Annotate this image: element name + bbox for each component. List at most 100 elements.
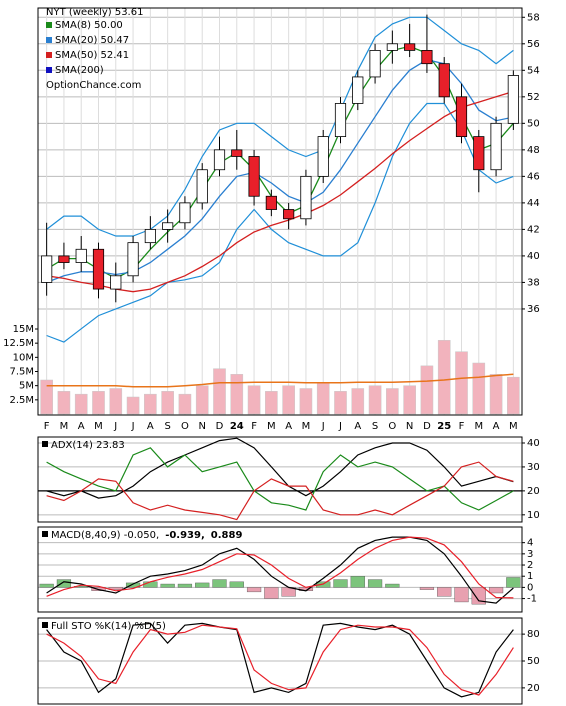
volume-bar: [109, 388, 123, 415]
candle-body: [369, 50, 381, 78]
x-tick-label: N: [198, 421, 205, 432]
volume-tick-label: 15M: [13, 324, 34, 335]
y-tick-label: 52: [527, 92, 540, 103]
signal-label: -0.939,: [165, 530, 205, 541]
histogram-bar: [177, 583, 193, 588]
histogram-bar: [419, 587, 435, 590]
histogram-bar: [229, 581, 244, 588]
candle-body: [334, 103, 347, 137]
x-tick-label: O: [388, 421, 396, 432]
x-tick-label: J: [321, 421, 325, 432]
y-tick-label: 4: [527, 538, 533, 549]
x-tick-label: J: [113, 421, 117, 432]
candle-body: [75, 248, 87, 263]
chart-title: NYT (weekly) 53.61: [46, 7, 143, 18]
y-tick-label: 54: [527, 65, 540, 76]
x-tick-label: S: [372, 421, 378, 432]
legend-label: SMA(200): [55, 65, 104, 76]
volume-bar: [126, 396, 140, 415]
y-tick-label: 3: [527, 549, 533, 560]
panel-plot: [38, 622, 522, 698]
line: [46, 461, 514, 521]
candle-body: [404, 43, 416, 51]
volume-tick-label: 5M: [19, 381, 34, 392]
panel-background: [38, 527, 522, 612]
x-tick-label: J: [131, 421, 135, 432]
y-tick-label: 38: [527, 277, 540, 288]
x-tick-label: A: [147, 421, 154, 432]
x-tick-label: F: [44, 421, 50, 432]
panel-title: Full STO %K(14) %D(5): [51, 621, 166, 632]
candle-body: [386, 43, 398, 51]
legend-icon: [46, 67, 52, 73]
volume-bar: [489, 374, 503, 415]
volume-bar: [178, 393, 192, 415]
volume-tick-label: 12.5M: [3, 338, 34, 349]
candle-body: [248, 156, 260, 197]
volume-tick-label: 7.5M: [9, 367, 34, 378]
y-tick-label: 58: [527, 12, 540, 23]
candle-body: [41, 255, 53, 283]
candle-body: [127, 242, 139, 277]
y-tick-label: 36: [527, 304, 540, 315]
line: [46, 536, 514, 599]
histogram-bar: [437, 587, 452, 597]
candle-body: [58, 255, 70, 263]
x-tick-label: M: [267, 421, 276, 432]
line: [46, 437, 514, 499]
x-tick-label: A: [285, 421, 292, 432]
y-tick-label: 40: [527, 438, 540, 449]
volume-bar: [144, 393, 157, 415]
volume-bar: [282, 385, 295, 415]
y-tick-label: 2: [527, 560, 533, 571]
candle-body: [179, 202, 191, 224]
histogram-bar: [350, 576, 365, 588]
y-tick-label: 20: [527, 683, 540, 694]
panel-background: [38, 437, 522, 522]
x-tick-label: J: [338, 421, 342, 432]
line: [46, 624, 514, 696]
candle-body: [162, 222, 174, 230]
line: [46, 102, 514, 343]
x-tick-label: F: [251, 421, 257, 432]
candle-body: [490, 122, 502, 171]
volume-bar: [195, 385, 209, 415]
candle-body: [507, 75, 519, 124]
x-tick-label: A: [354, 421, 361, 432]
candle-body: [473, 136, 485, 171]
volume-tick-label: 10M: [13, 352, 34, 363]
panel-plot: [38, 437, 522, 521]
y-tick-label: 80: [527, 629, 540, 640]
volume-bar: [213, 368, 226, 415]
line: [46, 622, 514, 698]
volume-bar: [57, 391, 71, 415]
volume-bar: [368, 385, 382, 415]
volume-bar: [386, 388, 399, 415]
panel-frame: [37, 526, 523, 613]
x-tick-label: 24: [230, 421, 244, 432]
candle-body: [352, 76, 364, 104]
line: [46, 536, 514, 604]
volume-bar: [351, 388, 365, 415]
histogram-bar: [367, 579, 383, 588]
x-tick-label: A: [493, 421, 500, 432]
legend-icon: [46, 22, 52, 28]
candle-body: [231, 149, 243, 157]
legend-icon: [46, 52, 52, 58]
volume-tick-label: 2.5M: [9, 395, 34, 406]
candle-body: [92, 248, 105, 290]
legend-icon: [42, 441, 48, 447]
y-tick-label: 50: [527, 118, 540, 129]
histogram-bar: [488, 587, 504, 594]
volume-bar: [299, 388, 313, 415]
volume-bar: [161, 391, 174, 415]
y-tick-label: 10: [527, 510, 540, 521]
y-tick-label: 42: [527, 224, 540, 235]
histogram-bar: [160, 583, 175, 588]
legend-icon: [42, 531, 48, 537]
panel-plot: [38, 8, 522, 415]
candle-body: [317, 136, 329, 177]
volume-bar: [455, 351, 468, 415]
legend-label: SMA(20) 50.47: [55, 35, 129, 46]
